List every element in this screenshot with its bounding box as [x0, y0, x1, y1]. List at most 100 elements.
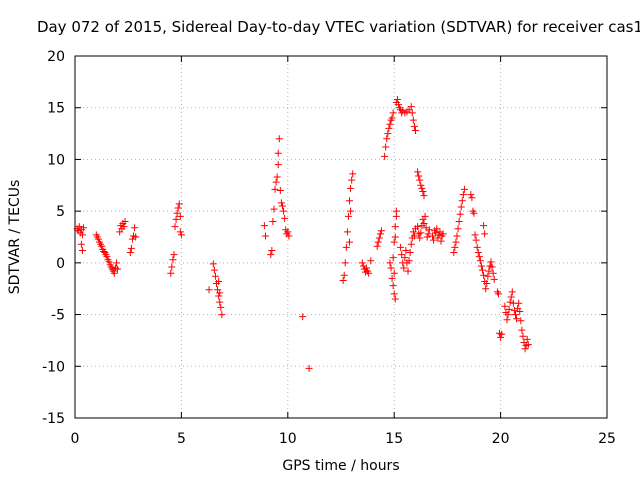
data-point [391, 233, 399, 241]
data-point [389, 282, 397, 290]
data-point [511, 311, 519, 319]
data-point [508, 288, 516, 296]
data-point [386, 259, 394, 267]
data-point [103, 253, 111, 261]
plot-frame [74, 55, 608, 419]
data-point [175, 200, 183, 208]
data-point [474, 249, 482, 257]
data-point [408, 109, 416, 117]
data-point [271, 185, 279, 193]
data-point [409, 116, 417, 124]
data-point [414, 168, 422, 176]
data-point [400, 264, 408, 272]
data-point [260, 222, 268, 230]
data-point [278, 202, 286, 210]
x-axis-label: GPS time / hours [282, 458, 399, 474]
data-point [343, 228, 351, 236]
data-point [114, 265, 122, 273]
data-point [494, 290, 502, 298]
data-point [411, 126, 419, 134]
data-point [346, 197, 354, 205]
data-point [506, 298, 514, 306]
data-point [488, 263, 496, 271]
data-point [171, 223, 179, 231]
y-tick-label: -5 [51, 308, 65, 324]
data-point [280, 207, 288, 215]
data-point [523, 335, 531, 343]
data-point [472, 236, 480, 244]
gridlines [75, 56, 607, 418]
data-point [205, 286, 213, 294]
data-point [418, 184, 426, 192]
data-point [273, 173, 281, 181]
data-point [439, 230, 447, 238]
data-point [416, 176, 424, 184]
data-point [121, 217, 129, 225]
data-point [480, 222, 488, 230]
data-point [513, 315, 521, 323]
data-point [416, 234, 424, 242]
data-point [267, 251, 275, 259]
data-point [386, 120, 394, 128]
data-point [390, 269, 398, 277]
x-tick-label: 0 [71, 431, 80, 447]
data-point [421, 212, 429, 220]
data-point [404, 267, 412, 275]
data-point [284, 228, 292, 236]
data-point [398, 251, 406, 259]
data-point [277, 199, 285, 207]
data-point [385, 124, 393, 132]
data-point [167, 269, 175, 277]
data-point [377, 227, 385, 235]
data-point [437, 237, 445, 245]
data-point [405, 257, 413, 265]
data-point [176, 212, 184, 220]
data-point [505, 305, 513, 313]
data-point [415, 172, 423, 180]
data-point [346, 238, 354, 246]
x-tick-label: 20 [492, 431, 510, 447]
data-point [261, 232, 269, 240]
data-point [216, 289, 224, 297]
data-point [490, 275, 498, 283]
data-point [173, 209, 181, 217]
data-point [281, 214, 289, 222]
data-point [417, 229, 425, 237]
x-tick-labels: 0 5 10 15 20 25 [71, 431, 616, 447]
data-point [387, 264, 395, 272]
data-point [391, 295, 399, 303]
data-point [519, 332, 527, 340]
data-point [347, 184, 355, 192]
data-point [407, 103, 415, 111]
data-point [210, 266, 218, 274]
data-point [467, 191, 475, 199]
data-point [456, 210, 464, 218]
x-tick-label: 15 [385, 431, 403, 447]
data-point [481, 230, 489, 238]
data-point [471, 231, 479, 239]
data-point [269, 217, 277, 225]
data-point [468, 194, 476, 202]
data-point [487, 258, 495, 266]
data-point [497, 333, 505, 341]
data-point [390, 238, 398, 246]
data-point [518, 326, 526, 334]
data-point [484, 272, 492, 280]
data-point [453, 232, 461, 240]
data-point [521, 345, 529, 353]
data-point [417, 181, 425, 189]
data-point [276, 186, 284, 194]
data-point [389, 254, 397, 262]
data-point [367, 257, 375, 265]
x-tick-label: 10 [279, 431, 297, 447]
data-point [479, 266, 487, 274]
data-points [73, 95, 532, 372]
data-point [363, 264, 371, 272]
data-point [112, 259, 120, 267]
data-point [489, 269, 497, 277]
data-point [358, 259, 366, 267]
data-point [459, 191, 467, 199]
data-point [105, 258, 113, 266]
data-point [390, 290, 398, 298]
